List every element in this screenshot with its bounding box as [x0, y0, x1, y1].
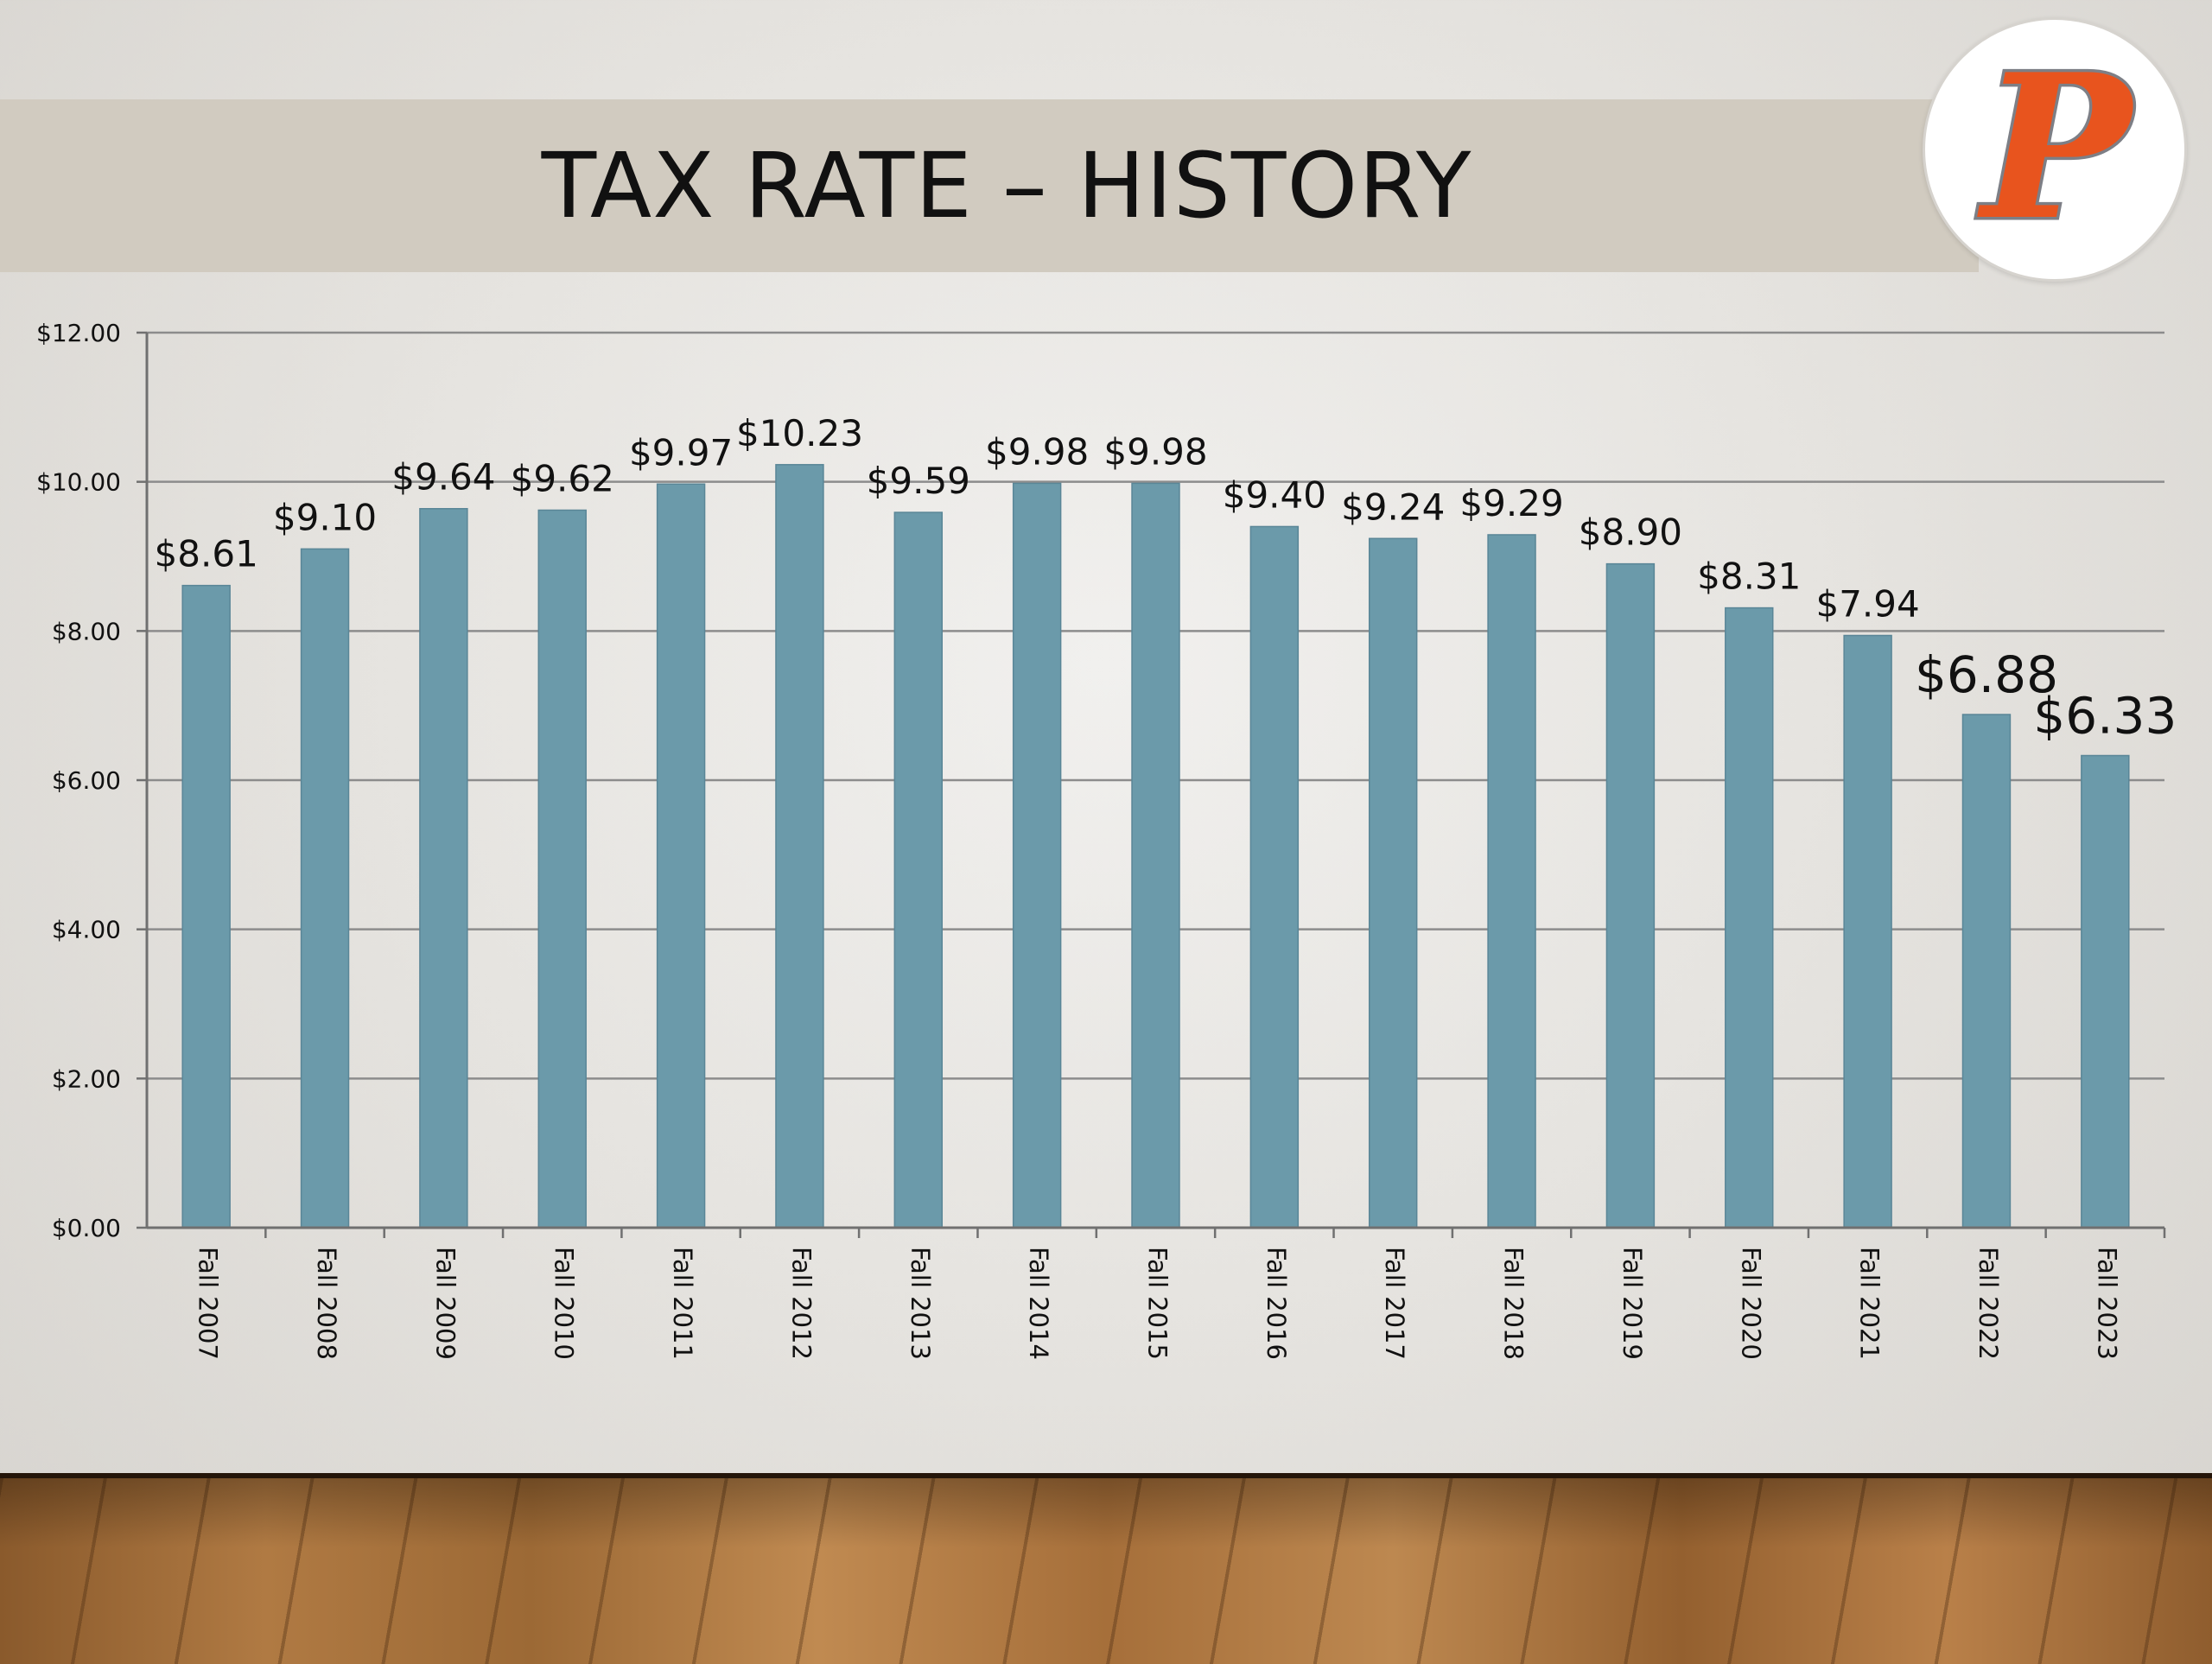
x-tick-label: Fall 2017 [1380, 1247, 1409, 1360]
bar [656, 483, 706, 1229]
data-label: $8.31 [1697, 556, 1801, 598]
bar [1368, 537, 1418, 1229]
bar [1012, 482, 1062, 1229]
svg-text:P: P [1977, 31, 2137, 264]
bar [775, 464, 824, 1229]
x-tick-label: Fall 2014 [1024, 1247, 1053, 1360]
bar [1605, 562, 1656, 1229]
x-tick-label: Fall 2023 [2092, 1247, 2121, 1360]
bar [1961, 714, 2012, 1229]
data-label: $8.61 [155, 533, 258, 575]
y-tick-label: $10.00 [36, 468, 121, 497]
logo-letter-p-icon: P [1974, 29, 2139, 268]
x-tick-label: Fall 2016 [1262, 1247, 1291, 1360]
bar [300, 548, 350, 1229]
x-tick-label: Fall 2012 [786, 1247, 816, 1360]
bar [2081, 754, 2130, 1229]
bar [1249, 525, 1300, 1229]
bar [893, 511, 944, 1229]
title-band [0, 99, 1979, 272]
data-label: $6.33 [2033, 687, 2177, 746]
floor-shadow [0, 1473, 2212, 1659]
data-label: $9.29 [1459, 482, 1563, 524]
data-label: $9.10 [273, 496, 377, 538]
slide-title: TAX RATE – HISTORY [541, 133, 1472, 238]
wood-floor [0, 1473, 2212, 1664]
y-tick-label: $0.00 [52, 1214, 121, 1242]
data-label: $8.90 [1579, 511, 1682, 554]
x-tick-label: Fall 2008 [312, 1247, 341, 1360]
x-tick-label: Fall 2013 [906, 1247, 935, 1360]
data-label: $9.97 [629, 431, 733, 473]
x-tick-label: Fall 2010 [550, 1247, 579, 1360]
x-tick-label: Fall 2018 [1499, 1247, 1529, 1360]
x-tick-label: Fall 2020 [1736, 1247, 1765, 1360]
bar [1725, 607, 1774, 1229]
data-label: $9.98 [1103, 430, 1207, 473]
data-label: $6.88 [1915, 645, 2058, 704]
bar [1131, 482, 1180, 1229]
data-label: $10.23 [736, 412, 863, 454]
bar [1487, 534, 1536, 1229]
y-tick-label: $6.00 [52, 766, 121, 795]
bar [537, 509, 587, 1229]
x-tick-label: Fall 2007 [194, 1247, 223, 1360]
data-label: $9.64 [391, 456, 495, 499]
data-label: $9.62 [511, 457, 614, 499]
y-tick-label: $4.00 [52, 916, 121, 944]
y-tick-label: $2.00 [52, 1064, 121, 1093]
x-tick-label: Fall 2009 [430, 1247, 460, 1360]
x-tick-label: Fall 2011 [668, 1247, 697, 1360]
tax-rate-bar-chart: $8.61 Fall 2007 $9.10 Fall 2008 $9.64 Fall 20… [36, 319, 2177, 1360]
data-label: $7.94 [1815, 583, 1919, 626]
x-tick-label: Fall 2015 [1143, 1247, 1173, 1360]
data-label: $9.24 [1341, 486, 1445, 528]
data-label: $9.40 [1223, 473, 1326, 516]
bar [181, 584, 231, 1229]
bar [1843, 634, 1892, 1229]
data-label: $9.98 [985, 430, 1089, 473]
school-logo: P [1923, 17, 2187, 282]
x-tick-label: Fall 2019 [1618, 1247, 1647, 1360]
bar [419, 507, 468, 1229]
y-tick-label: $8.00 [52, 617, 121, 645]
x-tick-label: Fall 2021 [1855, 1247, 1885, 1360]
y-tick-label: $12.00 [36, 319, 121, 347]
data-label: $9.59 [867, 460, 970, 502]
x-tick-label: Fall 2022 [1974, 1247, 2003, 1360]
